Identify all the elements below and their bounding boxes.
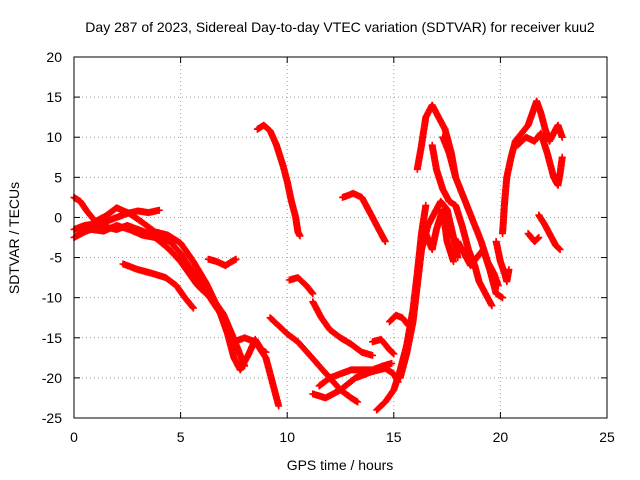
series-track-10 (309, 298, 376, 359)
series-track-07 (253, 121, 304, 240)
y-tick-label: -20 (42, 370, 62, 386)
x-tick-label: 15 (386, 429, 402, 445)
series-track-14 (369, 335, 398, 358)
x-tick-label: 25 (599, 429, 615, 445)
series-track-23 (492, 238, 513, 286)
data-point (155, 206, 163, 214)
series-track-19 (422, 205, 457, 266)
series-track-16 (386, 311, 413, 330)
data-point (535, 234, 543, 241)
data-point (354, 398, 362, 406)
series-track-24 (499, 97, 566, 237)
series-track-09 (266, 314, 362, 406)
data-point (275, 402, 283, 410)
series-track-17 (396, 197, 462, 382)
series-track-08 (285, 274, 317, 298)
series-track-06 (204, 255, 240, 270)
data-point (369, 351, 376, 359)
data-point (241, 362, 249, 370)
data-point (189, 303, 196, 311)
series-track-03 (70, 220, 283, 410)
data-point (390, 350, 398, 358)
series-track-04 (74, 222, 249, 370)
y-tick-label: 0 (54, 209, 62, 225)
y-tick-label: 20 (46, 49, 62, 65)
data-points (70, 97, 566, 414)
chart-title: Day 287 of 2023, Sidereal Day-to-day VTE… (85, 19, 595, 35)
data-point (499, 294, 506, 302)
y-tick-label: 5 (54, 169, 62, 185)
x-tick-label: 20 (493, 429, 509, 445)
series-track-27 (535, 211, 564, 253)
series-track-22 (454, 238, 506, 302)
y-tick-label: 10 (46, 129, 62, 145)
data-point (558, 133, 566, 141)
data-point (296, 232, 304, 240)
x-tick-label: 10 (279, 429, 295, 445)
y-tick-label: 15 (46, 89, 62, 105)
data-point (309, 290, 317, 298)
data-point (422, 201, 430, 209)
plot-frame (73, 56, 608, 419)
series-track-13 (339, 189, 389, 245)
data-point (189, 304, 197, 312)
data-point (558, 153, 566, 161)
series-track-05 (119, 260, 197, 312)
x-tick-label: 0 (70, 429, 78, 445)
x-tick-label: 5 (177, 429, 185, 445)
data-point (450, 258, 457, 266)
axis-ticks: 0 5 10 15 20 25 -25 -20 -15 -10 -5 0 5 10 15 20 (42, 49, 615, 445)
y-tick-label: -5 (50, 250, 63, 266)
y-axis-title: SDTVAR / TECUs (6, 182, 22, 294)
x-axis-title: GPS time / hours (287, 457, 394, 473)
series-track-26 (524, 230, 543, 245)
y-tick-label: -25 (42, 410, 62, 426)
data-point (388, 359, 396, 367)
series-track-12 (315, 359, 396, 390)
y-tick-label: -15 (42, 330, 62, 346)
data-point (556, 246, 564, 253)
data-point (488, 302, 496, 310)
y-tick-label: -10 (42, 290, 62, 306)
data-point (381, 238, 389, 245)
data-point (505, 266, 513, 274)
series-track-25 (514, 129, 566, 189)
data-point (232, 255, 240, 263)
series-track-11 (309, 364, 402, 402)
